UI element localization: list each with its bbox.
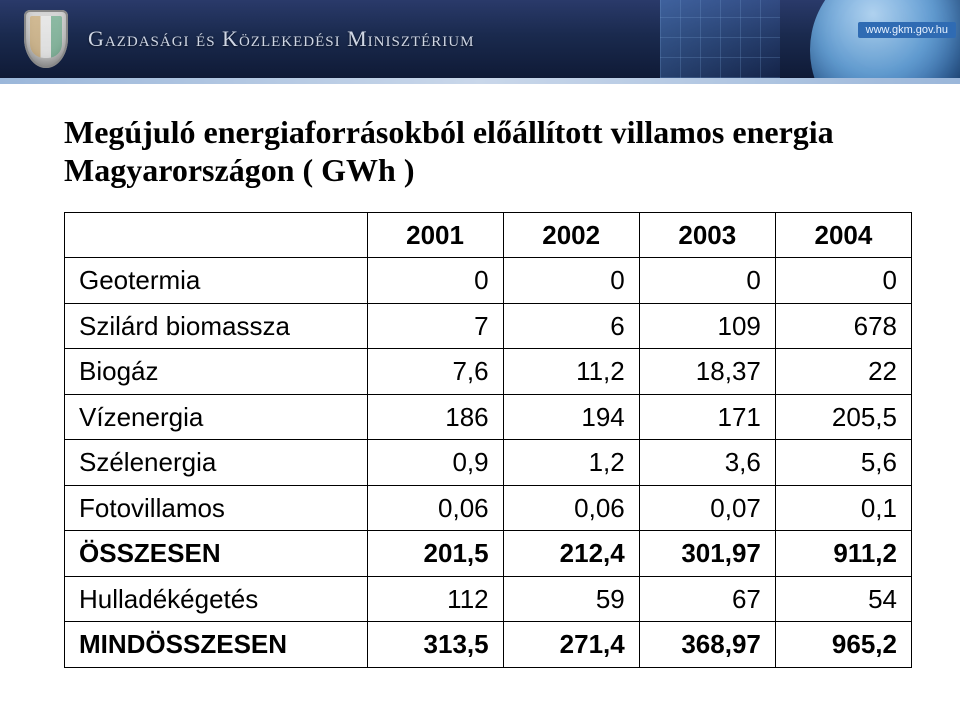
cell-value: 0,9 (367, 440, 503, 486)
table-row: Szélenergia0,91,23,65,6 (65, 440, 912, 486)
globe-icon (810, 0, 960, 78)
cell-value: 18,37 (639, 349, 775, 395)
table-row: ÖSSZESEN201,5212,4301,97911,2 (65, 531, 912, 577)
table-row: Biogáz7,611,218,3722 (65, 349, 912, 395)
cell-value: 205,5 (775, 394, 911, 440)
cell-value: 112 (367, 576, 503, 622)
energy-table: 2001 2002 2003 2004 Geotermia0000Szilárd… (64, 212, 912, 668)
table-row: Fotovillamos0,060,060,070,1 (65, 485, 912, 531)
header-graphic: www.gkm.gov.hu (660, 0, 960, 78)
table-row: MINDÖSSZESEN313,5271,4368,97965,2 (65, 622, 912, 668)
cell-value: 11,2 (503, 349, 639, 395)
row-label: Szilárd biomassza (65, 303, 368, 349)
row-label: MINDÖSSZESEN (65, 622, 368, 668)
cell-value: 0 (639, 258, 775, 304)
cell-value: 0,06 (367, 485, 503, 531)
cell-value: 911,2 (775, 531, 911, 577)
cell-value: 0,06 (503, 485, 639, 531)
col-2001: 2001 (367, 212, 503, 258)
row-label: Fotovillamos (65, 485, 368, 531)
cell-value: 22 (775, 349, 911, 395)
slide-title: Megújuló energiaforrásokból előállított … (64, 114, 912, 190)
cell-value: 271,4 (503, 622, 639, 668)
grid-icon (660, 0, 780, 78)
row-label: Vízenergia (65, 394, 368, 440)
cell-value: 3,6 (639, 440, 775, 486)
cell-value: 0,1 (775, 485, 911, 531)
col-2004: 2004 (775, 212, 911, 258)
cell-value: 678 (775, 303, 911, 349)
col-2003: 2003 (639, 212, 775, 258)
cell-value: 54 (775, 576, 911, 622)
cell-value: 0 (503, 258, 639, 304)
cell-value: 368,97 (639, 622, 775, 668)
cell-value: 0,07 (639, 485, 775, 531)
col-2002: 2002 (503, 212, 639, 258)
row-label: ÖSSZESEN (65, 531, 368, 577)
row-label: Hulladékégetés (65, 576, 368, 622)
row-label: Biogáz (65, 349, 368, 395)
cell-value: 313,5 (367, 622, 503, 668)
header-empty (65, 212, 368, 258)
ministry-name: Gazdasági és Közlekedési Minisztérium (68, 26, 660, 52)
cell-value: 186 (367, 394, 503, 440)
cell-value: 5,6 (775, 440, 911, 486)
cell-value: 7,6 (367, 349, 503, 395)
table-header-row: 2001 2002 2003 2004 (65, 212, 912, 258)
row-label: Geotermia (65, 258, 368, 304)
cell-value: 301,97 (639, 531, 775, 577)
cell-value: 0 (775, 258, 911, 304)
ministry-header: Gazdasági és Közlekedési Minisztérium ww… (0, 0, 960, 78)
cell-value: 67 (639, 576, 775, 622)
cell-value: 7 (367, 303, 503, 349)
cell-value: 201,5 (367, 531, 503, 577)
cell-value: 59 (503, 576, 639, 622)
cell-value: 109 (639, 303, 775, 349)
table-row: Vízenergia186194171205,5 (65, 394, 912, 440)
table-row: Szilárd biomassza76109678 (65, 303, 912, 349)
row-label: Szélenergia (65, 440, 368, 486)
cell-value: 6 (503, 303, 639, 349)
cell-value: 965,2 (775, 622, 911, 668)
table-row: Hulladékégetés112596754 (65, 576, 912, 622)
table-row: Geotermia0000 (65, 258, 912, 304)
cell-value: 0 (367, 258, 503, 304)
cell-value: 212,4 (503, 531, 639, 577)
site-url: www.gkm.gov.hu (858, 22, 956, 38)
slide-content: Megújuló energiaforrásokból előállított … (0, 84, 960, 692)
cell-value: 194 (503, 394, 639, 440)
cell-value: 1,2 (503, 440, 639, 486)
coat-of-arms-icon (24, 10, 68, 68)
cell-value: 171 (639, 394, 775, 440)
